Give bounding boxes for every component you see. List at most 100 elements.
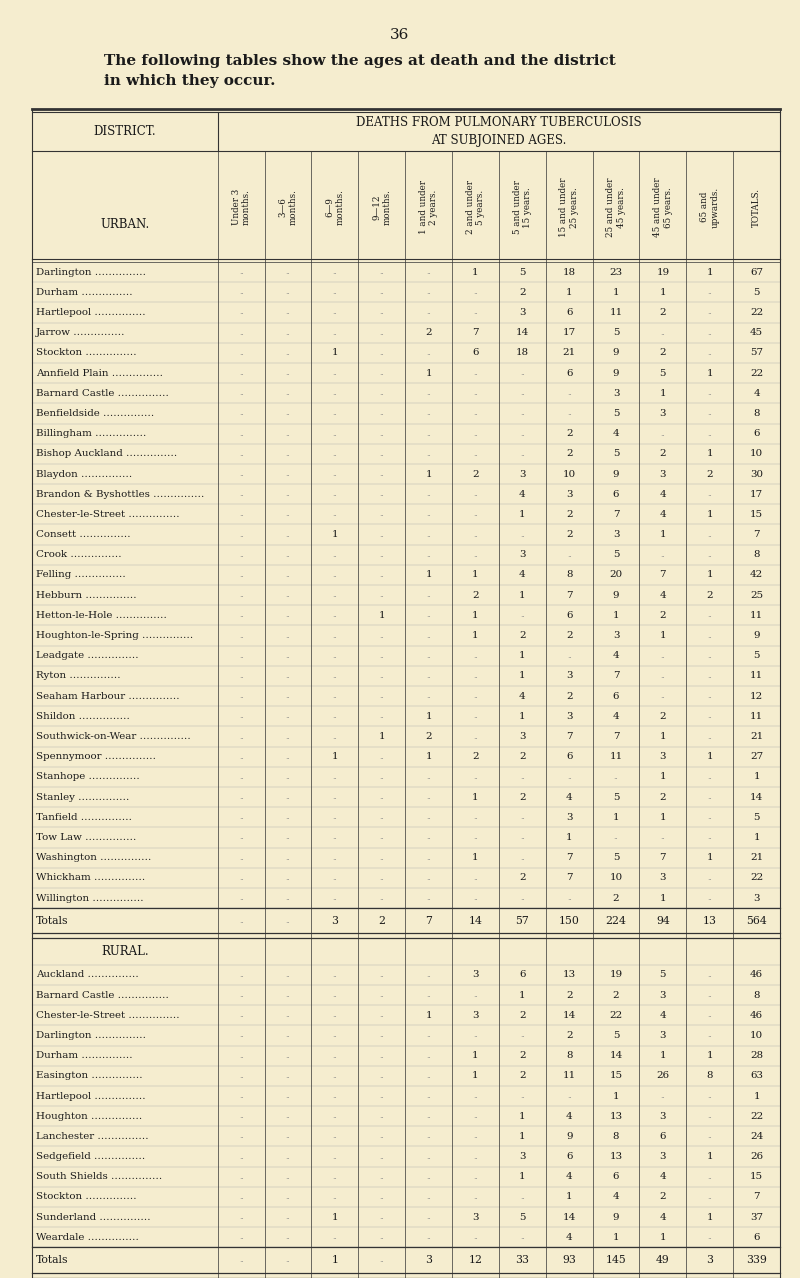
Text: 8: 8 [566, 1051, 573, 1061]
Text: ..: .. [239, 732, 243, 740]
Text: ..: .. [379, 530, 384, 538]
Text: 13: 13 [610, 1112, 622, 1121]
Text: ..: .. [286, 712, 290, 721]
Text: 7: 7 [425, 916, 432, 925]
Text: ..: .. [286, 510, 290, 519]
Text: 1: 1 [613, 1091, 619, 1100]
Text: ..: .. [707, 833, 712, 841]
Text: ..: .. [473, 551, 478, 558]
Text: TOTALS.: TOTALS. [752, 188, 761, 226]
Text: 2: 2 [706, 469, 713, 478]
Text: 6: 6 [754, 429, 760, 438]
Text: 4: 4 [659, 1213, 666, 1222]
Text: ..: .. [286, 1233, 290, 1241]
Text: ..: .. [333, 874, 338, 882]
Text: 15 and under
25 years.: 15 and under 25 years. [559, 178, 579, 236]
Text: ..: .. [286, 794, 290, 801]
Text: 11: 11 [750, 671, 763, 680]
Text: DEATHS FROM PULMONARY TUBERCULOSIS: DEATHS FROM PULMONARY TUBERCULOSIS [356, 116, 642, 129]
Text: 15: 15 [750, 510, 763, 519]
Text: 1: 1 [613, 611, 619, 620]
Text: ..: .. [379, 470, 384, 478]
Text: ..: .. [426, 1153, 431, 1160]
Text: 2: 2 [426, 732, 432, 741]
Text: 21: 21 [750, 854, 763, 863]
Text: ..: .. [286, 1132, 290, 1140]
Text: ..: .. [520, 833, 525, 841]
Text: ..: .. [426, 895, 431, 902]
Text: ..: .. [286, 895, 290, 902]
Text: ..: .. [286, 1256, 290, 1264]
Text: ..: .. [239, 1256, 243, 1264]
Text: Stockton ……………: Stockton …………… [36, 1192, 137, 1201]
Text: ..: .. [707, 1173, 712, 1181]
Text: 8: 8 [566, 570, 573, 579]
Text: ..: .. [286, 551, 290, 558]
Text: ..: .. [473, 1112, 478, 1121]
Text: 3: 3 [519, 1151, 526, 1162]
Text: 2: 2 [659, 450, 666, 459]
Text: ..: .. [333, 390, 338, 397]
Text: ..: .. [239, 1072, 243, 1080]
Text: ..: .. [333, 773, 338, 781]
Text: Barnard Castle ……………: Barnard Castle …………… [36, 389, 169, 397]
Text: ..: .. [379, 429, 384, 437]
Text: 22: 22 [750, 1112, 763, 1121]
Text: Jarrow ……………: Jarrow …………… [36, 328, 126, 337]
Text: 3: 3 [472, 1213, 478, 1222]
Text: ..: .. [239, 631, 243, 639]
Text: ..: .. [379, 854, 384, 861]
Text: 224: 224 [606, 916, 626, 925]
Text: Shildon ……………: Shildon …………… [36, 712, 130, 721]
Text: ..: .. [286, 631, 290, 639]
Text: 1: 1 [706, 753, 713, 762]
Text: 339: 339 [746, 1255, 767, 1265]
Text: ..: .. [239, 990, 243, 999]
Text: 2: 2 [519, 873, 526, 882]
Text: ..: .. [379, 571, 384, 579]
Text: ..: .. [286, 693, 290, 700]
Text: Totals: Totals [36, 1255, 69, 1265]
Text: Weardale ……………: Weardale …………… [36, 1233, 139, 1242]
Text: ..: .. [707, 349, 712, 357]
Text: 14: 14 [562, 1213, 576, 1222]
Text: Washington ……………: Washington …………… [36, 854, 151, 863]
Text: 2: 2 [659, 792, 666, 801]
Text: ..: .. [379, 1153, 384, 1160]
Text: 9: 9 [613, 349, 619, 358]
Text: ..: .. [333, 631, 338, 639]
Text: ..: .. [707, 990, 712, 999]
Text: ..: .. [473, 773, 478, 781]
Text: ..: .. [426, 631, 431, 639]
Text: ..: .. [707, 971, 712, 979]
Text: 8: 8 [754, 409, 760, 418]
Text: ..: .. [520, 1192, 525, 1201]
Text: 8: 8 [706, 1071, 713, 1080]
Text: Leadgate ……………: Leadgate …………… [36, 652, 138, 661]
Text: ..: .. [333, 732, 338, 740]
Text: 3: 3 [706, 1255, 714, 1265]
Text: 27: 27 [750, 753, 763, 762]
Text: ..: .. [566, 652, 571, 659]
Text: 1: 1 [566, 833, 573, 842]
Text: ..: .. [239, 753, 243, 760]
Text: ..: .. [286, 308, 290, 317]
Text: ..: .. [333, 409, 338, 418]
Text: ..: .. [239, 611, 243, 620]
Text: ..: .. [707, 1091, 712, 1100]
Text: 6: 6 [566, 753, 573, 762]
Text: 30: 30 [750, 469, 763, 478]
Text: 1: 1 [706, 510, 713, 519]
Text: ..: .. [473, 1192, 478, 1201]
Text: 4: 4 [613, 652, 619, 661]
Text: 1: 1 [519, 1132, 526, 1141]
Text: in which they occur.: in which they occur. [104, 74, 275, 88]
Text: ..: .. [286, 1091, 290, 1100]
Text: ..: .. [239, 1091, 243, 1100]
Text: ..: .. [239, 268, 243, 276]
Text: ..: .. [707, 530, 712, 538]
Text: 1: 1 [613, 288, 619, 296]
Text: 5: 5 [613, 792, 619, 801]
Text: 14: 14 [750, 792, 763, 801]
Text: 19: 19 [656, 267, 670, 276]
